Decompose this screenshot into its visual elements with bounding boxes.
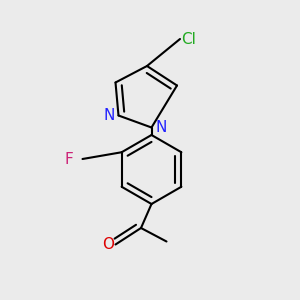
Text: Cl: Cl <box>182 32 196 46</box>
Text: N: N <box>155 120 166 135</box>
Text: F: F <box>65 152 74 166</box>
Text: N: N <box>103 108 115 123</box>
Text: O: O <box>102 237 114 252</box>
